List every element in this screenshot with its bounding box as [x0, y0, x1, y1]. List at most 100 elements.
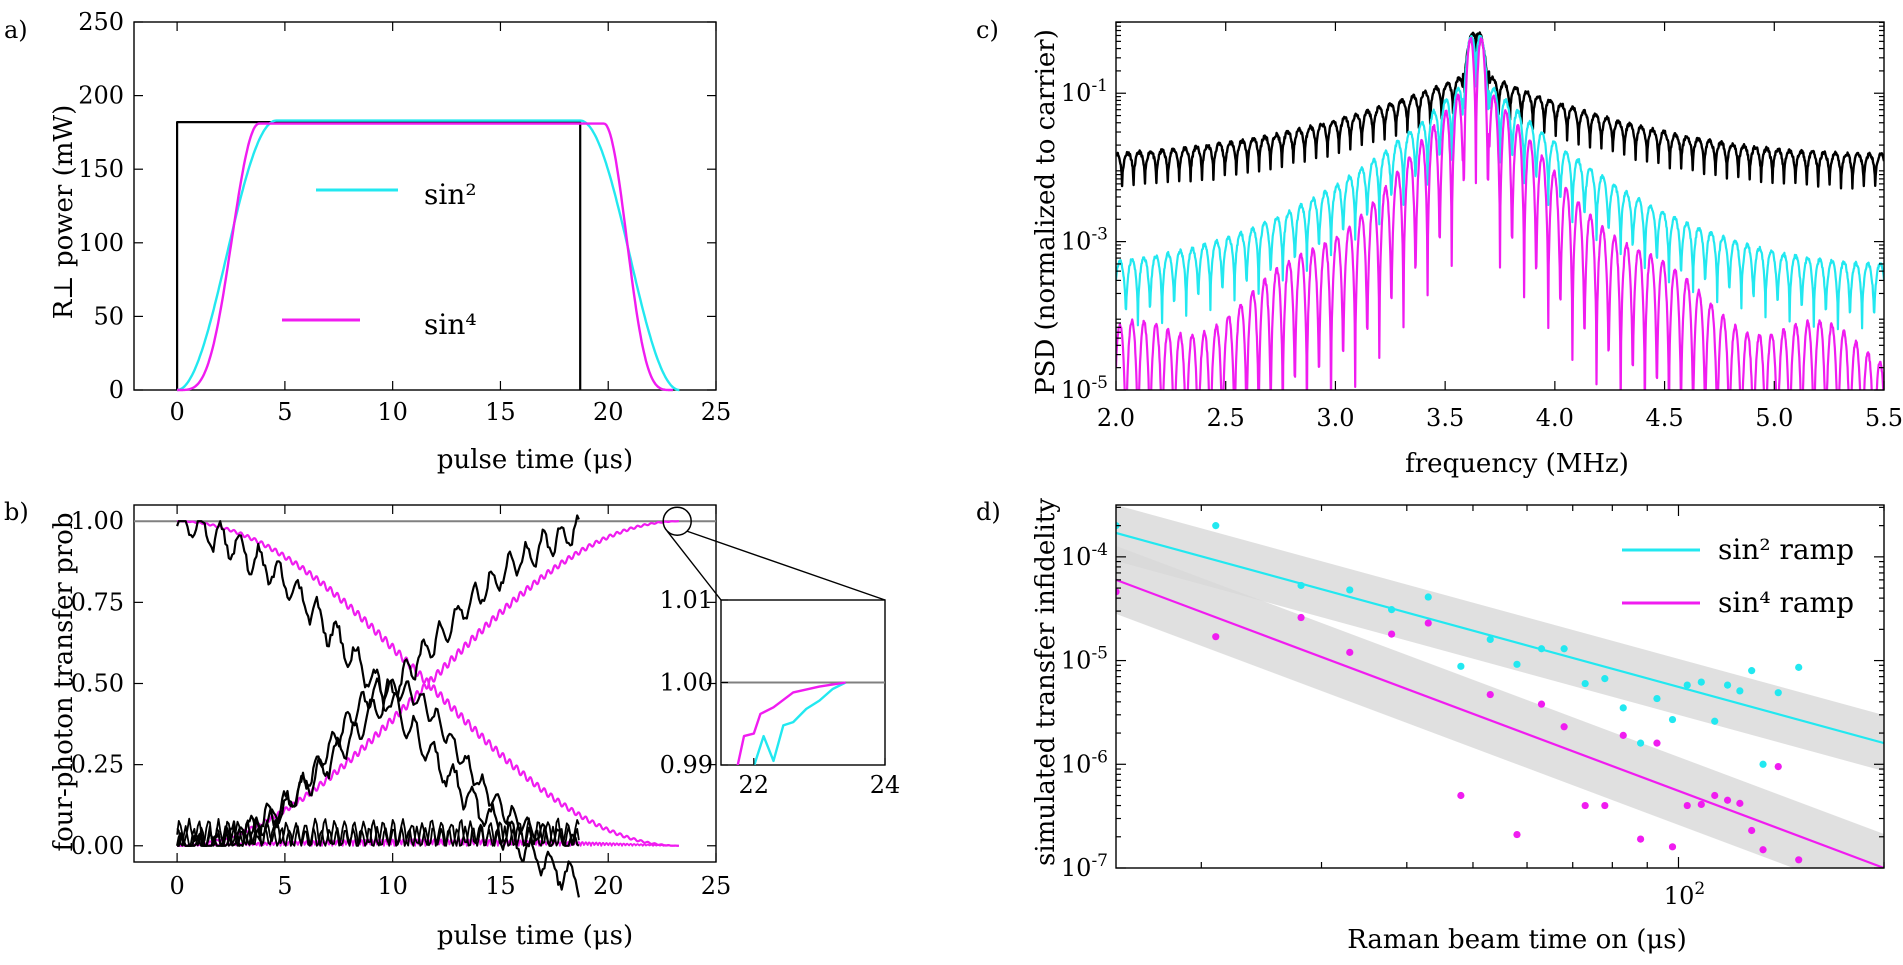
- b-zoom-circle: [662, 506, 692, 536]
- d-point-sin4: [1736, 799, 1744, 807]
- c-xtick-label: 2.0: [1097, 404, 1135, 432]
- b-xlabel: pulse time (μs): [437, 921, 633, 951]
- c-xtick-label: 4.0: [1536, 404, 1574, 432]
- c-xtick-label: 2.5: [1207, 404, 1245, 432]
- d-point-sin4: [1668, 843, 1677, 851]
- b-ytick-label: 0.75: [71, 588, 124, 616]
- d-point-sin2: [1581, 679, 1589, 688]
- d-point-sin2: [1619, 704, 1627, 712]
- a-ytick-label: 150: [78, 155, 124, 183]
- c-xtick-label: 3.5: [1426, 404, 1464, 432]
- d-legend-sin4: sin⁴ ramp: [1718, 586, 1854, 619]
- d-ytick-label: 10-6: [1061, 747, 1108, 778]
- b-inset-xtick-label: 24: [870, 771, 901, 799]
- d-point-sin4: [1748, 826, 1756, 835]
- b-xtick-label: 5: [277, 872, 292, 900]
- d-point-sin4: [1212, 633, 1220, 641]
- panel-b: 0 5 10 15 20 25 0.00 0.25 0.50 0.75 1.00 22 24 0.99 1.…: [71, 504, 901, 900]
- d-point-sin4: [1683, 801, 1691, 810]
- a-xtick-label: 25: [701, 398, 732, 426]
- a-xtick-label: 5: [277, 398, 292, 426]
- d-ylabel: simulated transfer infidelity: [1031, 498, 1061, 866]
- b-square-leak-2: [176, 825, 580, 847]
- d-point-sin4: [1653, 739, 1661, 747]
- d-point-sin4: [1537, 700, 1546, 708]
- d-point-sin2: [1537, 645, 1546, 653]
- d-point-sin4: [1457, 791, 1465, 800]
- a-xtick-label: 15: [485, 398, 516, 426]
- d-point-sin4: [1513, 830, 1521, 839]
- a-ytick-label: 200: [78, 82, 124, 110]
- d-point-sin4: [1774, 762, 1782, 771]
- c-plot-area: [1116, 31, 1884, 390]
- b-inset-xtick-label: 22: [739, 771, 770, 799]
- d-point-sin2: [1560, 645, 1568, 653]
- a-ytick-label: 100: [78, 229, 124, 257]
- d-confidence-band-sin4: [1116, 545, 1884, 868]
- a-xtick-label: 20: [593, 398, 624, 426]
- c-series-sin2: [1116, 34, 1884, 331]
- panel-label-a: a): [4, 16, 28, 44]
- b-ytick-label: 0.50: [71, 670, 124, 698]
- d-point-sin2: [1457, 662, 1465, 670]
- d-point-sin4: [1601, 801, 1609, 810]
- c-xtick-label: 4.5: [1645, 404, 1683, 432]
- d-point-sin2: [1424, 593, 1432, 601]
- d-point-sin2: [1774, 689, 1782, 697]
- d-point-sin2: [1346, 586, 1354, 594]
- b-inset-sin2: [753, 681, 847, 765]
- b-ytick-label: 0.00: [71, 832, 124, 860]
- panel-label-d: d): [976, 498, 1001, 526]
- d-point-sin2: [1486, 635, 1494, 644]
- b-ytick-label: 0.25: [71, 751, 124, 779]
- a-series-sin2: [176, 119, 680, 392]
- d-point-sin2: [1723, 681, 1732, 689]
- d-point-sin2: [1668, 715, 1677, 724]
- a-legend-sin4: sin⁴: [424, 308, 477, 341]
- a-series-sin4: [177, 122, 673, 392]
- b-sin4-decay: [176, 520, 680, 847]
- d-point-sin4: [1636, 835, 1645, 843]
- panel-label-c: c): [976, 16, 999, 44]
- b-xtick-label: 25: [701, 872, 732, 900]
- d-point-sin4: [1711, 791, 1719, 800]
- d-point-sin2: [1513, 660, 1521, 668]
- c-xtick-label: 5.5: [1865, 404, 1903, 432]
- c-series-square: [1116, 31, 1884, 190]
- a-ylabel: R⊥ power (mW): [49, 105, 79, 320]
- d-point-sin4: [1581, 801, 1589, 810]
- d-fit-line-sin4: [1116, 578, 1884, 868]
- d-point-sin2: [1748, 667, 1756, 675]
- b-xtick-label: 15: [485, 872, 516, 900]
- a-ytick-label: 50: [93, 302, 124, 330]
- d-point-sin4: [1723, 796, 1732, 804]
- c-ytick-label: 10-1: [1061, 76, 1108, 107]
- b-zoom-connector-left: [666, 530, 722, 601]
- d-point-sin2: [1388, 606, 1396, 614]
- d-point-sin4: [1795, 856, 1803, 864]
- d-point-sin2: [1212, 522, 1220, 530]
- d-point-sin4: [1346, 648, 1354, 656]
- b-inset-plot: [721, 681, 885, 765]
- d-point-sin4: [1697, 800, 1705, 809]
- panel-label-b: b): [4, 498, 29, 526]
- b-zoom-connector-right: [686, 530, 886, 601]
- d-fit-line-sin2: [1116, 531, 1884, 745]
- d-point-sin2: [1601, 675, 1609, 683]
- d-point-sin2: [1711, 717, 1719, 725]
- a-series-square: [176, 121, 582, 390]
- d-point-sin2: [1736, 687, 1744, 695]
- a-xtick-label: 0: [169, 398, 184, 426]
- d-point-sin2: [1653, 694, 1661, 703]
- c-series-sin4: [1116, 36, 1884, 390]
- panel-d: 102 10-4 10-5 10-6 10-7: [1061, 504, 1885, 910]
- d-point-sin4: [1297, 613, 1305, 622]
- d-ytick-label: 10-5: [1061, 644, 1108, 675]
- d-point-sin4: [1424, 619, 1432, 627]
- d-xtick-label: 102: [1664, 879, 1705, 910]
- panel-c: 2.0 2.5 3.0 3.5 4.0 4.5 5.0 5.5 10-1 10-3 10-5: [1061, 21, 1903, 432]
- b-ylabel: four-photon transfer prob: [49, 513, 79, 852]
- d-ytick-label: 10-4: [1061, 540, 1108, 571]
